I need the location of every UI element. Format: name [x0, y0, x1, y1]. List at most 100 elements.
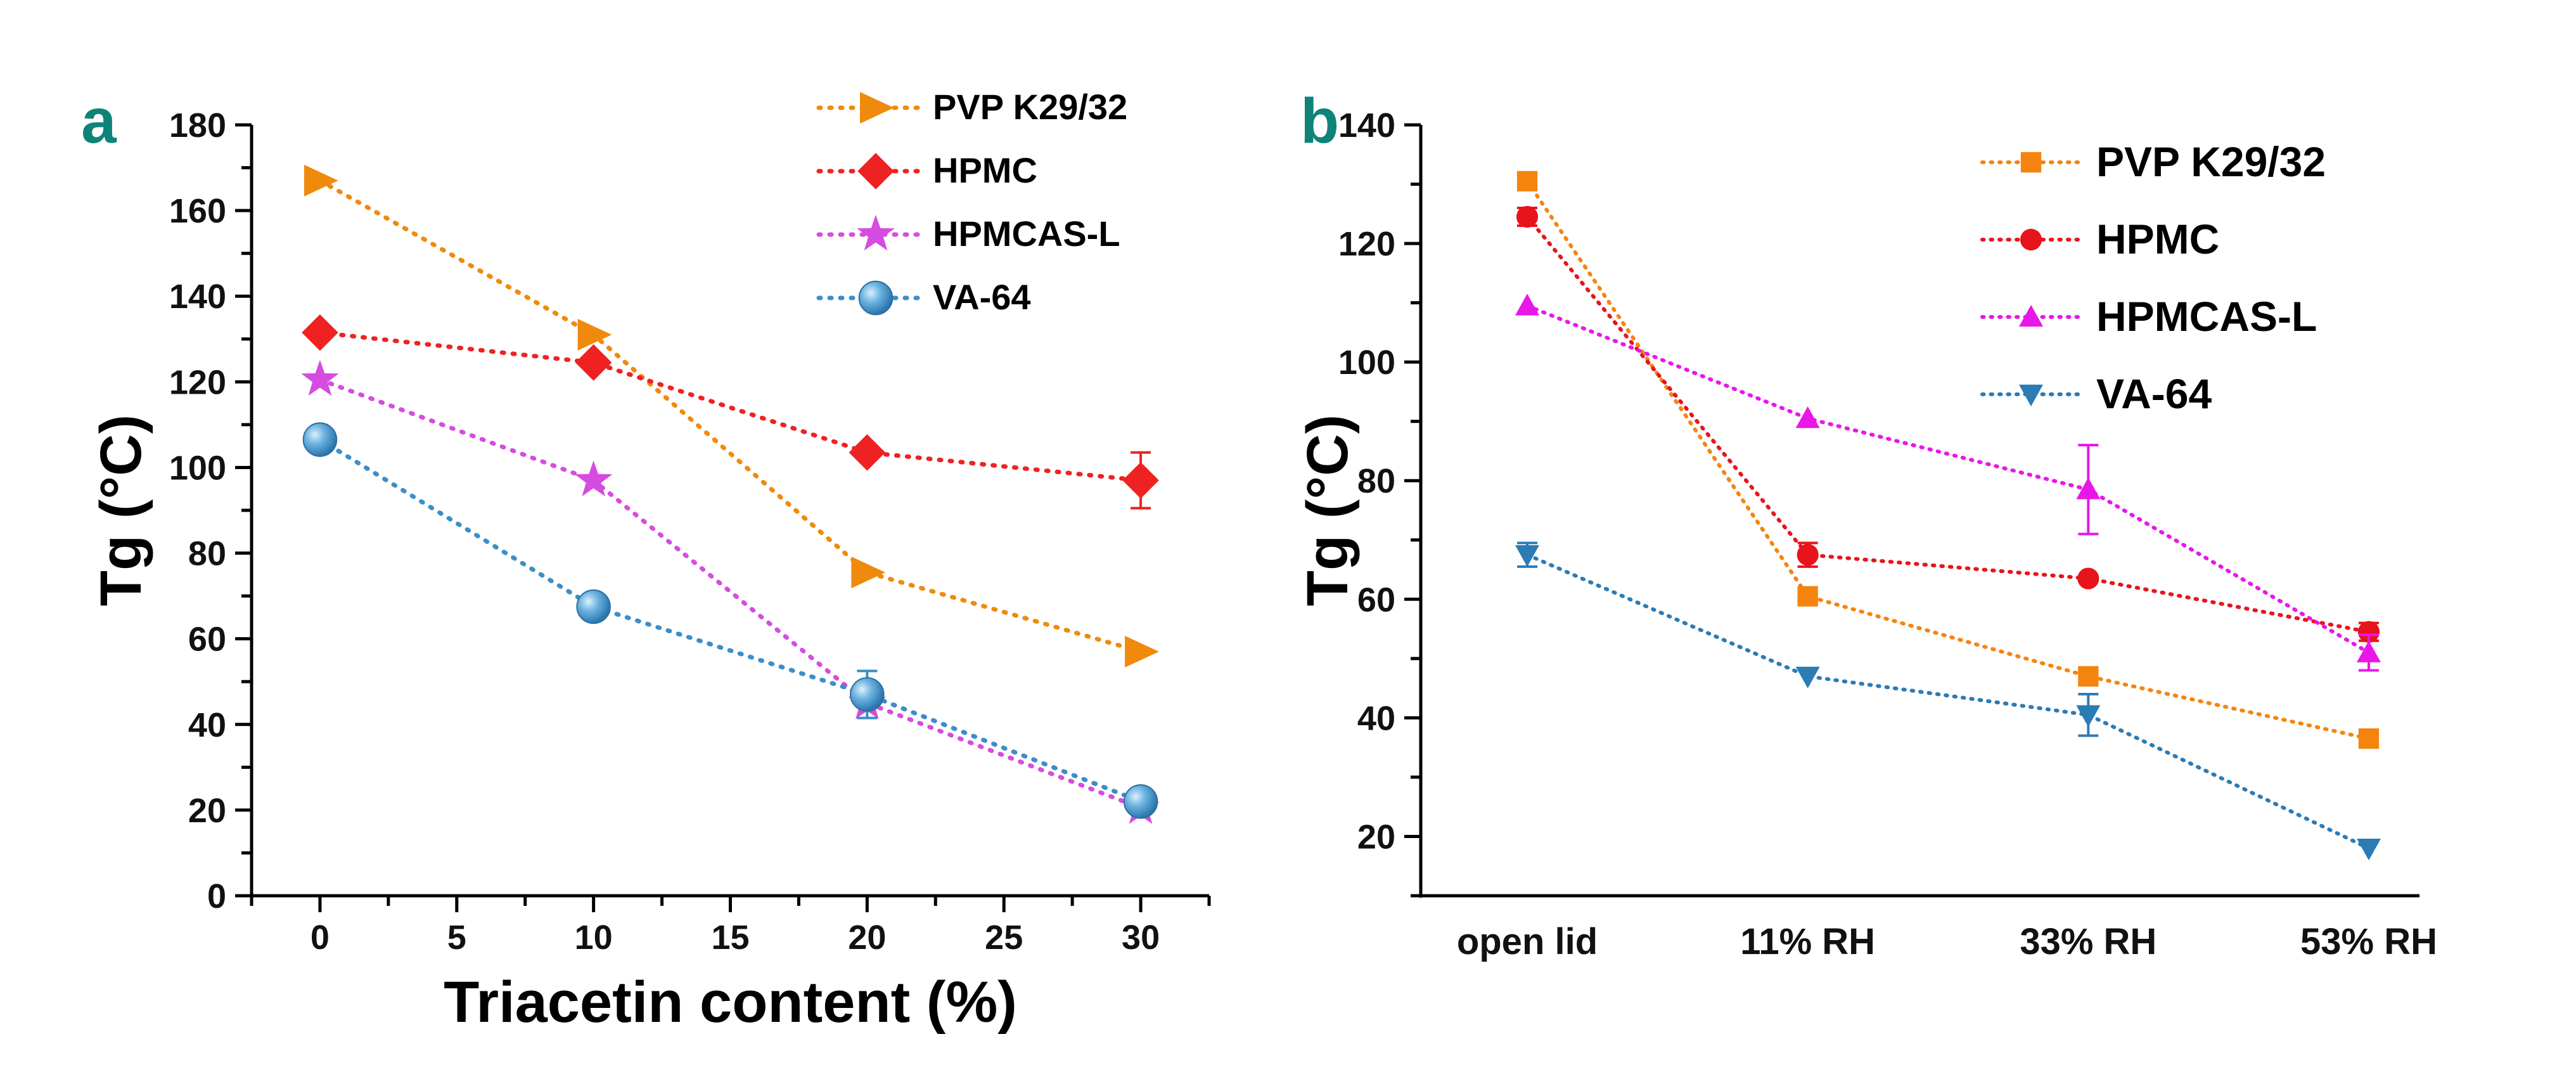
x-axis-label: Triacetin content (%) — [444, 970, 1017, 1035]
data-point — [1516, 171, 1538, 192]
legend: PVP K29/32 HPMC HPMCAS-L VA-64 — [816, 87, 1127, 317]
x-category-label: open lid — [1457, 921, 1598, 962]
y-tick-label: 40 — [1357, 699, 1395, 737]
y-tick-label: 60 — [188, 621, 226, 659]
y-tick-label: 80 — [188, 535, 226, 573]
data-point — [1122, 462, 1159, 499]
data-point — [2357, 621, 2380, 643]
legend-marker — [857, 153, 894, 190]
series-line — [1525, 214, 2371, 634]
panel-letter-a: a — [81, 86, 117, 157]
x-tick-label: 25 — [985, 919, 1023, 957]
y-tick-label: 40 — [188, 706, 226, 744]
series-line — [1525, 304, 2371, 655]
chart-panel-b: 20 40 60 80 100 120 140 open lid 11% RH 33% RH 53%… — [1295, 86, 2437, 962]
data-point — [576, 589, 611, 624]
series-va-64 — [1515, 541, 2381, 861]
series-line — [317, 377, 1143, 811]
x-category-label: 11% RH — [1740, 921, 1875, 962]
series-hpmc — [302, 314, 1159, 510]
x-tick-label: 15 — [711, 919, 749, 957]
y-tick-label: 0 — [207, 877, 226, 915]
legend-item-hpmcas-l: HPMCAS-L — [1980, 293, 2317, 340]
legend-label: HPMCAS-L — [2096, 293, 2317, 340]
data-point — [2076, 705, 2101, 727]
legend-item-pvp-k29-32: PVP K29/32 — [816, 87, 1127, 127]
series-va-64 — [302, 422, 1158, 819]
legend-marker — [2020, 152, 2042, 173]
legend-marker — [2019, 384, 2043, 406]
series-pvp-k29-32 — [1516, 171, 2380, 749]
x-category-label: 33% RH — [2020, 921, 2156, 962]
data-point — [850, 677, 885, 712]
x-tick-label: 20 — [848, 919, 886, 957]
x-category-label: 53% RH — [2300, 921, 2437, 962]
y-tick-label: 180 — [169, 106, 226, 145]
data-point — [301, 359, 339, 396]
series-hpmc — [1516, 205, 2380, 643]
series-line — [1525, 553, 2371, 851]
data-point — [2358, 728, 2380, 749]
legend-label: PVP K29/32 — [933, 87, 1127, 127]
y-tick-label: 80 — [1357, 462, 1395, 500]
legend-item-hpmc: HPMC — [816, 150, 1037, 190]
legend-marker — [2020, 228, 2042, 251]
y-tick-label: 140 — [1338, 106, 1395, 145]
y-tick-label: 100 — [169, 449, 226, 487]
data-point — [2077, 567, 2099, 590]
series-hpmcas-l — [301, 359, 1160, 824]
data-point — [2076, 477, 2101, 500]
legend: PVP K29/32 HPMC HPMCAS-L VA-64 — [1980, 138, 2326, 417]
legend-marker — [2019, 305, 2043, 327]
legend-marker — [860, 92, 894, 124]
chart-panel-a: 0 20 40 60 80 100 120 140 160 180 0 5 10 15 20 25 30 Tria… — [81, 86, 1211, 1035]
series-line — [317, 330, 1143, 483]
y-axis-label: Tg (°C) — [1295, 415, 1360, 606]
legend-marker — [857, 214, 895, 251]
x-tick-label: 30 — [1122, 919, 1160, 957]
data-point — [1516, 205, 1539, 228]
data-point — [1125, 635, 1159, 668]
data-point — [302, 314, 338, 351]
data-point — [1515, 545, 1539, 567]
data-point — [304, 164, 338, 197]
y-tick-label: 120 — [1338, 225, 1395, 263]
x-tick-label: 0 — [311, 919, 330, 957]
legend-label: VA-64 — [933, 277, 1031, 317]
x-tick-label: 5 — [447, 919, 466, 957]
legend-item-hpmcas-l: HPMCAS-L — [816, 214, 1120, 254]
data-point — [1515, 294, 1539, 316]
legend-item-va-64: VA-64 — [816, 277, 1031, 317]
legend-label: HPMC — [2096, 216, 2219, 262]
data-point — [1795, 406, 1820, 429]
data-point — [2078, 666, 2099, 687]
y-tick-label: 20 — [1357, 818, 1395, 856]
series-hpmcas-l — [1515, 294, 2381, 672]
data-point — [574, 460, 613, 496]
y-tick-label: 60 — [1357, 581, 1395, 619]
y-tick-label: 160 — [169, 192, 226, 230]
legend-item-hpmc: HPMC — [1980, 216, 2219, 262]
series-pvp-k29-32 — [304, 164, 1159, 668]
legend-item-va-64: VA-64 — [1980, 370, 2212, 417]
y-tick-label: 120 — [169, 363, 226, 401]
series-line — [317, 178, 1143, 654]
x-tick-label: 10 — [575, 919, 613, 957]
legend-label: HPMCAS-L — [933, 214, 1120, 254]
data-point — [2357, 640, 2381, 662]
data-point — [577, 319, 612, 351]
data-point — [851, 556, 886, 588]
panel-letter-b: b — [1300, 86, 1339, 157]
data-point — [1797, 586, 1818, 607]
series-line — [317, 437, 1143, 804]
y-tick-label: 100 — [1338, 344, 1395, 382]
data-point — [1797, 544, 1819, 566]
data-point — [575, 344, 612, 381]
legend-label: VA-64 — [2096, 370, 2212, 417]
legend-label: PVP K29/32 — [2096, 138, 2326, 185]
data-point — [302, 422, 338, 457]
y-tick-label: 20 — [188, 792, 226, 830]
legend-item-pvp-k29-32: PVP K29/32 — [1980, 138, 2326, 185]
legend-label: HPMC — [933, 150, 1037, 190]
